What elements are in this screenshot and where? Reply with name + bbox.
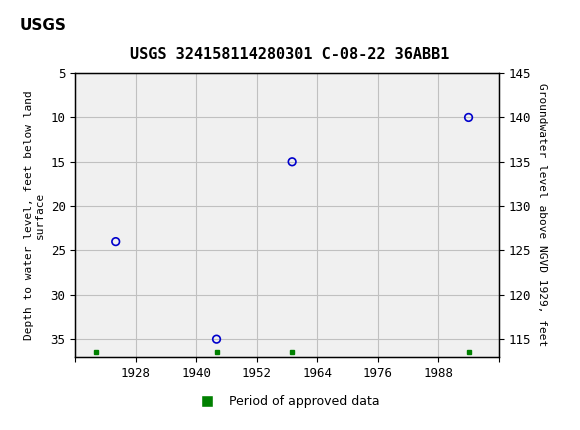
Legend: Period of approved data: Period of approved data [189,390,385,413]
Point [212,336,221,343]
Point [288,158,297,165]
Text: USGS: USGS [20,18,67,33]
Y-axis label: Groundwater level above NGVD 1929, feet: Groundwater level above NGVD 1929, feet [536,83,546,347]
Text: USGS 324158114280301 C-08-22 36ABB1: USGS 324158114280301 C-08-22 36ABB1 [130,47,450,62]
Point [111,238,121,245]
Point [464,114,473,121]
FancyBboxPatch shape [3,4,78,47]
Y-axis label: Depth to water level, feet below land
surface: Depth to water level, feet below land su… [24,90,45,340]
